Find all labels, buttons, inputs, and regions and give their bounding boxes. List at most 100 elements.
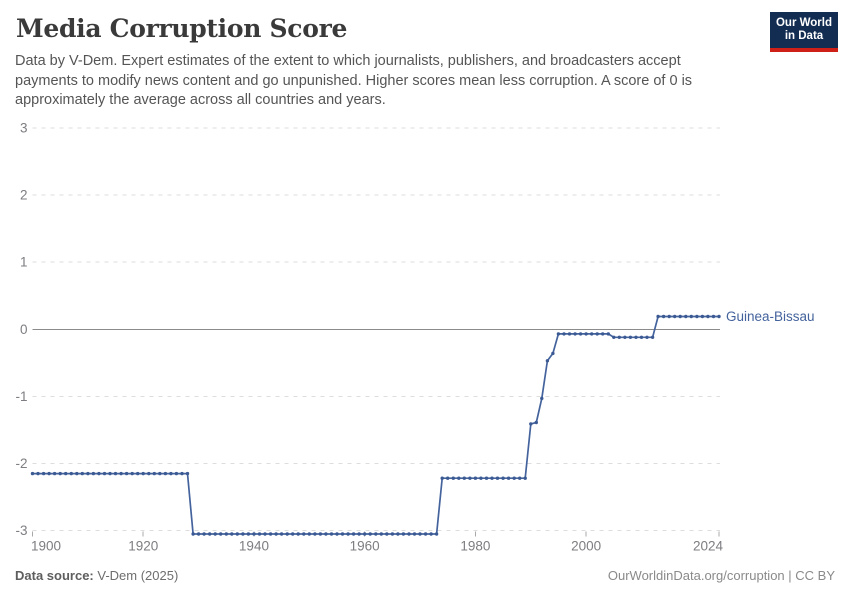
- data-point-marker[interactable]: [368, 532, 372, 536]
- data-point-marker[interactable]: [263, 532, 267, 536]
- data-point-marker[interactable]: [58, 471, 62, 476]
- data-point-marker[interactable]: [523, 476, 527, 480]
- data-point-marker[interactable]: [174, 471, 179, 476]
- data-point-marker[interactable]: [717, 314, 721, 319]
- data-point-marker[interactable]: [307, 532, 311, 536]
- data-point-marker[interactable]: [318, 532, 323, 536]
- data-point-marker[interactable]: [673, 314, 677, 319]
- data-point-marker[interactable]: [506, 476, 511, 480]
- data-point-marker[interactable]: [595, 332, 599, 336]
- series-label[interactable]: Guinea-Bissau: [726, 309, 815, 324]
- data-point-marker[interactable]: [224, 532, 228, 536]
- data-point-marker[interactable]: [639, 335, 644, 339]
- data-point-marker[interactable]: [545, 359, 550, 363]
- data-point-marker[interactable]: [136, 471, 140, 476]
- data-point-marker[interactable]: [396, 532, 400, 536]
- data-point-marker[interactable]: [80, 471, 85, 476]
- data-point-marker[interactable]: [650, 335, 655, 339]
- data-point-marker[interactable]: [706, 314, 710, 319]
- data-point-marker[interactable]: [147, 471, 151, 476]
- data-point-marker[interactable]: [357, 532, 361, 536]
- data-point-marker[interactable]: [529, 422, 533, 426]
- data-point-marker[interactable]: [169, 471, 173, 476]
- data-point-marker[interactable]: [501, 476, 505, 480]
- data-point-marker[interactable]: [246, 532, 251, 536]
- data-point-marker[interactable]: [141, 471, 145, 476]
- data-point-marker[interactable]: [202, 532, 206, 536]
- data-point-marker[interactable]: [363, 532, 367, 536]
- data-point-marker[interactable]: [208, 532, 212, 536]
- data-point-marker[interactable]: [313, 532, 317, 536]
- data-point-marker[interactable]: [97, 471, 101, 476]
- data-point-marker[interactable]: [291, 532, 295, 536]
- data-point-marker[interactable]: [412, 532, 417, 536]
- data-point-marker[interactable]: [30, 471, 35, 476]
- data-point-marker[interactable]: [329, 532, 334, 536]
- data-point-marker[interactable]: [617, 335, 621, 339]
- data-point-marker[interactable]: [540, 396, 544, 401]
- owid-logo[interactable]: Our World in Data: [770, 12, 838, 52]
- data-point-marker[interactable]: [163, 471, 168, 476]
- data-point-marker[interactable]: [484, 476, 489, 480]
- data-point-marker[interactable]: [257, 532, 262, 536]
- data-point-marker[interactable]: [407, 532, 411, 536]
- license-credit[interactable]: OurWorldinData.org/corruption | CC BY: [607, 568, 835, 583]
- data-point-marker[interactable]: [379, 532, 383, 536]
- data-point-marker[interactable]: [324, 532, 328, 536]
- data-point-marker[interactable]: [418, 532, 422, 536]
- data-point-marker[interactable]: [374, 532, 378, 536]
- data-point-marker[interactable]: [667, 314, 671, 319]
- data-point-marker[interactable]: [390, 532, 395, 536]
- data-point-marker[interactable]: [340, 532, 345, 536]
- data-point-marker[interactable]: [124, 471, 129, 476]
- data-point-marker[interactable]: [196, 532, 201, 536]
- data-point-marker[interactable]: [446, 476, 450, 480]
- data-point-marker[interactable]: [191, 532, 195, 536]
- data-point-marker[interactable]: [684, 314, 688, 319]
- data-point-marker[interactable]: [578, 332, 583, 336]
- data-point-marker[interactable]: [495, 476, 500, 480]
- data-point-marker[interactable]: [512, 476, 516, 480]
- data-point-marker[interactable]: [534, 420, 538, 425]
- data-point-marker[interactable]: [185, 471, 190, 476]
- data-point-marker[interactable]: [302, 532, 306, 536]
- data-point-marker[interactable]: [645, 335, 649, 339]
- data-point-marker[interactable]: [551, 351, 555, 356]
- data-point-marker[interactable]: [468, 476, 472, 480]
- data-point-marker[interactable]: [689, 314, 693, 319]
- data-point-marker[interactable]: [119, 471, 123, 476]
- data-point-marker[interactable]: [75, 471, 79, 476]
- data-point-marker[interactable]: [274, 532, 278, 536]
- data-point-marker[interactable]: [678, 314, 682, 319]
- data-point-marker[interactable]: [346, 532, 350, 536]
- data-point-marker[interactable]: [462, 476, 466, 480]
- data-point-marker[interactable]: [401, 532, 406, 536]
- data-point-marker[interactable]: [279, 532, 284, 536]
- data-point-marker[interactable]: [152, 471, 156, 476]
- data-point-marker[interactable]: [69, 471, 74, 476]
- data-point-marker[interactable]: [285, 532, 289, 536]
- data-point-marker[interactable]: [440, 476, 444, 480]
- data-point-marker[interactable]: [573, 332, 577, 336]
- data-point-marker[interactable]: [41, 471, 46, 476]
- data-point-marker[interactable]: [434, 532, 439, 536]
- data-point-marker[interactable]: [235, 532, 239, 536]
- data-point-marker[interactable]: [567, 332, 572, 336]
- data-point-marker[interactable]: [241, 532, 245, 536]
- data-point-marker[interactable]: [457, 476, 461, 480]
- data-point-marker[interactable]: [601, 332, 605, 336]
- data-point-marker[interactable]: [656, 314, 660, 319]
- data-point-marker[interactable]: [556, 332, 561, 336]
- data-point-marker[interactable]: [63, 471, 68, 476]
- data-point-marker[interactable]: [429, 532, 433, 536]
- data-point-marker[interactable]: [91, 471, 96, 476]
- data-point-marker[interactable]: [36, 471, 40, 476]
- data-point-marker[interactable]: [423, 532, 428, 536]
- data-point-marker[interactable]: [695, 314, 699, 319]
- data-point-marker[interactable]: [351, 532, 356, 536]
- data-point-marker[interactable]: [479, 476, 483, 480]
- data-point-marker[interactable]: [102, 471, 107, 476]
- data-point-marker[interactable]: [700, 314, 705, 319]
- data-point-marker[interactable]: [562, 332, 566, 336]
